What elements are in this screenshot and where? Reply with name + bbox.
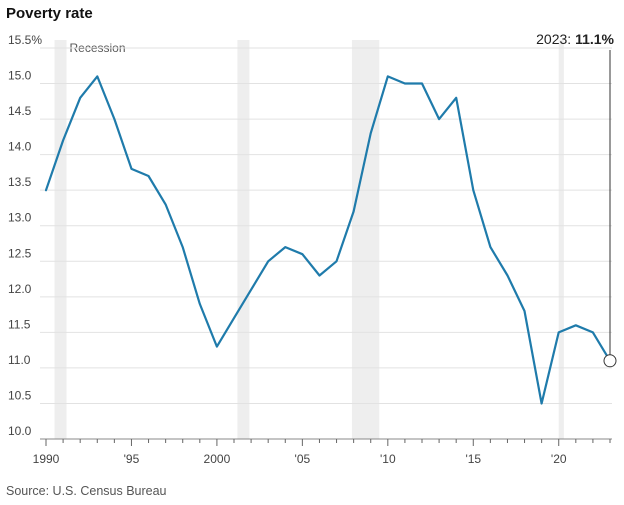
x-axis: 1990 '95 2000 '05 '10 '15 '20 — [33, 439, 611, 466]
x-tick-label: '05 — [295, 452, 311, 466]
y-tick-label: 15.0 — [8, 69, 32, 83]
y-tick-label: 12.0 — [8, 282, 32, 296]
y-tick-label: 11.5 — [8, 317, 31, 331]
x-tick-label: '95 — [124, 452, 140, 466]
x-tick-label: '10 — [380, 452, 396, 466]
poverty-rate-chart: Recession 15.5%15.014.514.013.513.012.51… — [8, 31, 617, 466]
x-tick-label: 1990 — [33, 452, 60, 466]
recession-band — [54, 40, 67, 439]
y-tick-label: 12.5 — [8, 246, 32, 260]
recession-band — [237, 40, 250, 439]
series-line-layer — [44, 75, 612, 405]
y-tick-label: 10.5 — [8, 388, 32, 402]
x-tick-label: '15 — [465, 452, 481, 466]
annotation-text: 2023: 11.1% — [536, 31, 614, 47]
y-tick-label: 10.0 — [8, 424, 32, 438]
y-tick-label: 13.5 — [8, 175, 32, 189]
annotation-marker — [603, 354, 617, 368]
chart-title: Poverty rate — [6, 5, 93, 22]
recession-band — [351, 40, 380, 439]
source-note: Source: U.S. Census Bureau — [6, 484, 167, 498]
recession-bands: Recession — [54, 40, 564, 439]
series-line — [44, 75, 612, 405]
y-tick-label: 14.0 — [8, 140, 32, 154]
y-axis: 15.5% 15.0 14.5 14.0 13.5 13.0 12.5 12.0 11.5 11.… — [8, 33, 612, 440]
gridlines — [40, 47, 612, 404]
x-tick-label: '20 — [551, 452, 567, 466]
recession-band — [558, 40, 564, 439]
y-tick-label: 11.0 — [8, 353, 31, 367]
annotation-2023: 2023: 11.1% — [536, 31, 617, 368]
x-tick-label: 2000 — [204, 452, 231, 466]
y-tick-label: 13.0 — [8, 211, 32, 225]
y-tick-label: 14.5 — [8, 104, 32, 118]
annotation-year: 2023: — [536, 31, 575, 47]
y-tick-label: 15.5% — [8, 33, 42, 47]
annotation-value: 11.1% — [575, 31, 614, 47]
